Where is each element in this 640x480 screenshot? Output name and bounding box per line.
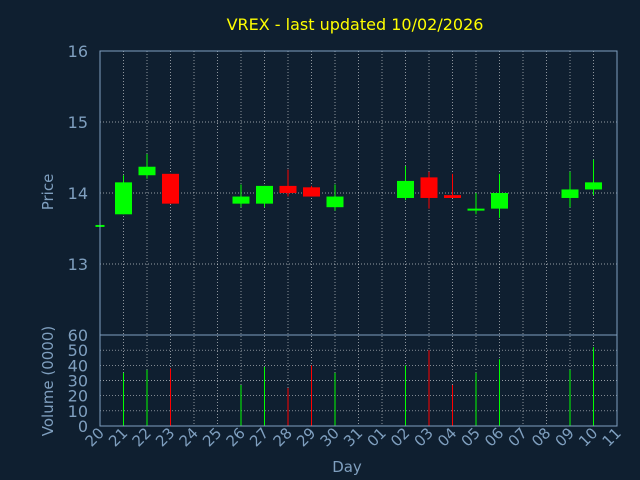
marks-layer: [95, 153, 602, 426]
volume-tick-label: 0: [78, 417, 88, 436]
price-tick-label: 14: [68, 184, 88, 203]
price-tick-label: 16: [68, 42, 88, 61]
x-tick-label: 06: [481, 424, 507, 450]
x-tick-label: 02: [387, 424, 413, 450]
volume-tick-label: 10: [68, 402, 88, 421]
price-axis-label: Price: [39, 174, 57, 211]
candle-body: [467, 208, 485, 211]
x-tick-label: 23: [152, 424, 178, 450]
candle-body: [585, 182, 602, 190]
volume-panel-frame: [99, 334, 618, 427]
candle-body: [232, 196, 250, 204]
x-tick-label: 28: [270, 424, 296, 450]
x-tick-label: 27: [246, 424, 272, 450]
volume-tick-label: 30: [68, 372, 88, 391]
volume-tick-label: 20: [68, 387, 88, 406]
volume-tick-label: 50: [68, 341, 88, 360]
x-tick-label: 24: [176, 424, 202, 450]
candle-body: [420, 177, 438, 198]
candle-body: [115, 182, 132, 215]
x-axis-label: Day: [332, 458, 362, 476]
x-tick-label: 25: [199, 424, 225, 450]
volume-tick-label: 60: [68, 326, 88, 345]
frame-layer: [99, 50, 618, 427]
x-tick-label: 26: [223, 424, 249, 450]
candle-body: [491, 193, 508, 209]
x-tick-label: 31: [340, 424, 366, 450]
ticks-layer: 1615141360504030201002021222324252627282…: [68, 42, 625, 450]
candle-body: [303, 187, 320, 197]
candle-body: [326, 196, 344, 208]
x-tick-label: 10: [575, 424, 601, 450]
volume-axis-label: Volume (0000): [39, 326, 57, 436]
x-tick-label: 08: [528, 424, 554, 450]
candle-body: [256, 185, 273, 204]
x-tick-label: 09: [552, 424, 578, 450]
candle-body: [397, 180, 414, 198]
x-tick-label: 29: [293, 424, 319, 450]
x-tick-label: 03: [411, 424, 437, 450]
candle-body: [138, 166, 156, 176]
x-tick-label: 21: [105, 424, 131, 450]
x-tick-label: 30: [317, 424, 343, 450]
candle-body: [162, 173, 179, 204]
x-tick-label: 01: [364, 424, 390, 450]
x-tick-label: 22: [129, 424, 155, 450]
x-tick-label: 04: [434, 424, 460, 450]
chart-title: VREX - last updated 10/02/2026: [227, 15, 484, 34]
candle-body: [561, 189, 579, 198]
price-tick-label: 13: [68, 255, 88, 274]
x-tick-label: 05: [458, 424, 484, 450]
candle-body: [444, 195, 461, 198]
x-tick-label: 07: [505, 424, 531, 450]
grid-layer: [99, 50, 618, 427]
candle-body: [279, 185, 297, 193]
price-tick-label: 15: [68, 113, 88, 132]
x-tick-label: 11: [599, 424, 625, 450]
volume-tick-label: 40: [68, 356, 88, 375]
